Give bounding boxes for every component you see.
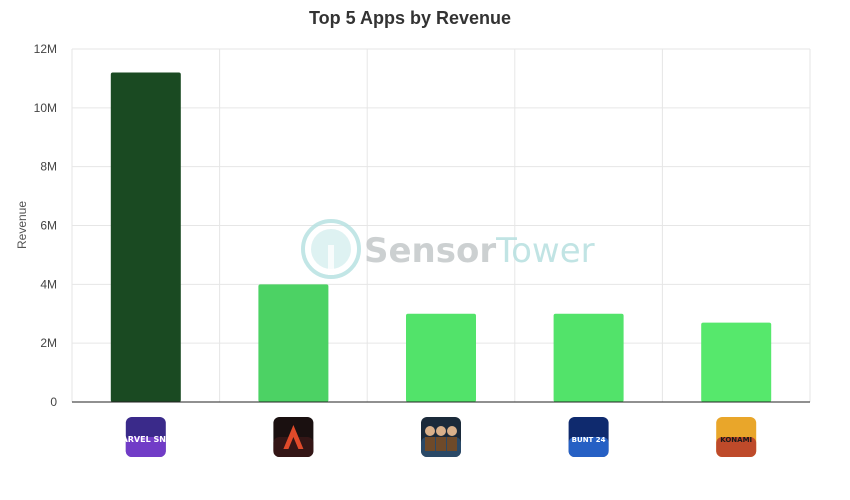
app-icons: MARVEL SNAP BUNT 24 KONAMI [114,417,757,457]
mtg-arena-icon [273,417,314,457]
bar-3 [406,313,476,402]
y-tick-label: 8M [40,160,57,174]
bunt-24-icon: BUNT 24 [568,417,609,457]
wwe-champions-icon [421,417,461,457]
y-tick-label: 12M [34,42,57,56]
bar-5 [701,322,772,402]
bar-4 [553,313,624,402]
y-tick-label: 10M [34,101,57,115]
sensortower-watermark: SensorTower [301,219,595,279]
svg-text:SensorTower: SensorTower [364,231,595,271]
chart-title: Top 5 Apps by Revenue [308,8,512,28]
y-tick-label: 6M [40,219,57,233]
bar-2 [258,284,329,402]
svg-text:MARVEL SNAP: MARVEL SNAP [114,435,179,444]
y-axis-ticks: 0 2M 4M 6M 8M 10M 12M [34,42,58,409]
svg-text:KONAMI: KONAMI [720,436,752,444]
bar-1 [110,72,181,403]
bars [110,72,772,403]
y-tick-label: 2M [40,336,57,350]
svg-text:BUNT 24: BUNT 24 [572,436,606,444]
yu-gi-oh-duel-links-icon: KONAMI [716,417,757,457]
marvel-snap-icon: MARVEL SNAP [114,417,179,457]
y-tick-label: 4M [40,277,57,291]
watermark-text-tower: Tower [495,231,595,271]
y-tick-label: 0 [50,395,57,409]
watermark-text-sensor: Sensor [364,231,496,271]
